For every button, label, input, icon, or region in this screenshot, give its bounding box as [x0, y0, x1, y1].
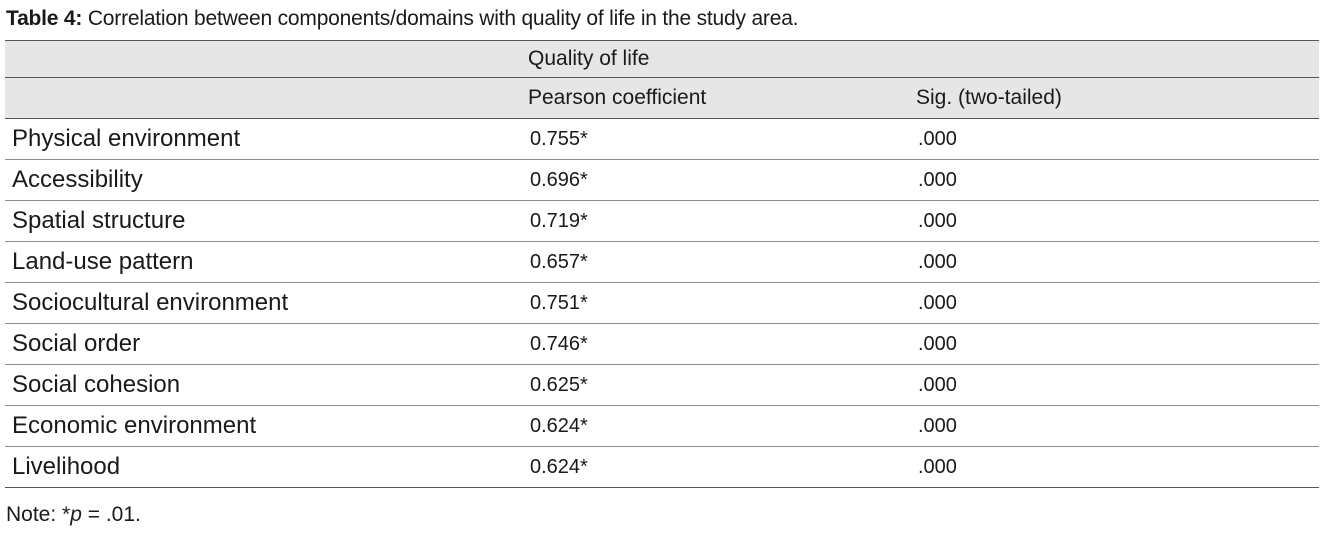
pearson-value: 0.755* — [528, 118, 916, 160]
correlation-table: Quality of life Pearson coefficient Sig.… — [5, 40, 1320, 488]
sig-value: .000 — [916, 364, 1320, 406]
header-significance: Sig. (two-tailed) — [916, 77, 1320, 119]
table-caption-text: Correlation between components/domains w… — [87, 7, 799, 30]
header-quality-of-life: Quality of life — [528, 40, 1320, 78]
table-row: Spatial structure 0.719* .000 — [5, 200, 1320, 242]
sig-value: .000 — [916, 405, 1320, 447]
table-row: Livelihood 0.624* .000 — [5, 446, 1320, 488]
pearson-value: 0.624* — [528, 446, 916, 488]
table-row: Land-use pattern 0.657* .000 — [5, 241, 1320, 283]
row-label: Physical environment — [5, 118, 528, 160]
pearson-value: 0.719* — [528, 200, 916, 242]
sig-value: .000 — [916, 446, 1320, 488]
table-caption-label: Table 4: — [6, 7, 83, 30]
sig-value: .000 — [916, 200, 1320, 242]
row-label: Accessibility — [5, 159, 528, 201]
note-prefix: Note: * — [6, 503, 71, 526]
header-empty-cell — [5, 77, 528, 119]
table-row: Social order 0.746* .000 — [5, 323, 1320, 365]
pearson-value: 0.625* — [528, 364, 916, 406]
pearson-value: 0.657* — [528, 241, 916, 283]
sig-value: .000 — [916, 241, 1320, 283]
table-note: Note: *p = .01. — [6, 503, 141, 527]
row-label: Spatial structure — [5, 200, 528, 242]
sig-value: .000 — [916, 159, 1320, 201]
note-suffix: = .01. — [81, 503, 141, 526]
row-label: Economic environment — [5, 405, 528, 447]
table-caption: Table 4: Correlation between components/… — [6, 7, 799, 31]
row-label: Social order — [5, 323, 528, 365]
table-row: Physical environment 0.755* .000 — [5, 118, 1320, 160]
sig-value: .000 — [916, 282, 1320, 324]
row-label: Sociocultural environment — [5, 282, 528, 324]
header-pearson-coefficient: Pearson coefficient — [528, 77, 916, 119]
table-row: Sociocultural environment 0.751* .000 — [5, 282, 1320, 324]
sig-value: .000 — [916, 323, 1320, 365]
pearson-value: 0.696* — [528, 159, 916, 201]
table-row: Economic environment 0.624* .000 — [5, 405, 1320, 447]
note-p-symbol: p — [70, 503, 82, 526]
table-row: Accessibility 0.696* .000 — [5, 159, 1320, 201]
sig-value: .000 — [916, 118, 1320, 160]
row-label: Land-use pattern — [5, 241, 528, 283]
pearson-value: 0.624* — [528, 405, 916, 447]
header-row-group: Quality of life — [5, 40, 1320, 78]
row-label: Social cohesion — [5, 364, 528, 406]
header-row-columns: Pearson coefficient Sig. (two-tailed) — [5, 77, 1320, 119]
row-label: Livelihood — [5, 446, 528, 488]
pearson-value: 0.746* — [528, 323, 916, 365]
pearson-value: 0.751* — [528, 282, 916, 324]
header-empty-cell — [5, 40, 528, 78]
table-row: Social cohesion 0.625* .000 — [5, 364, 1320, 406]
